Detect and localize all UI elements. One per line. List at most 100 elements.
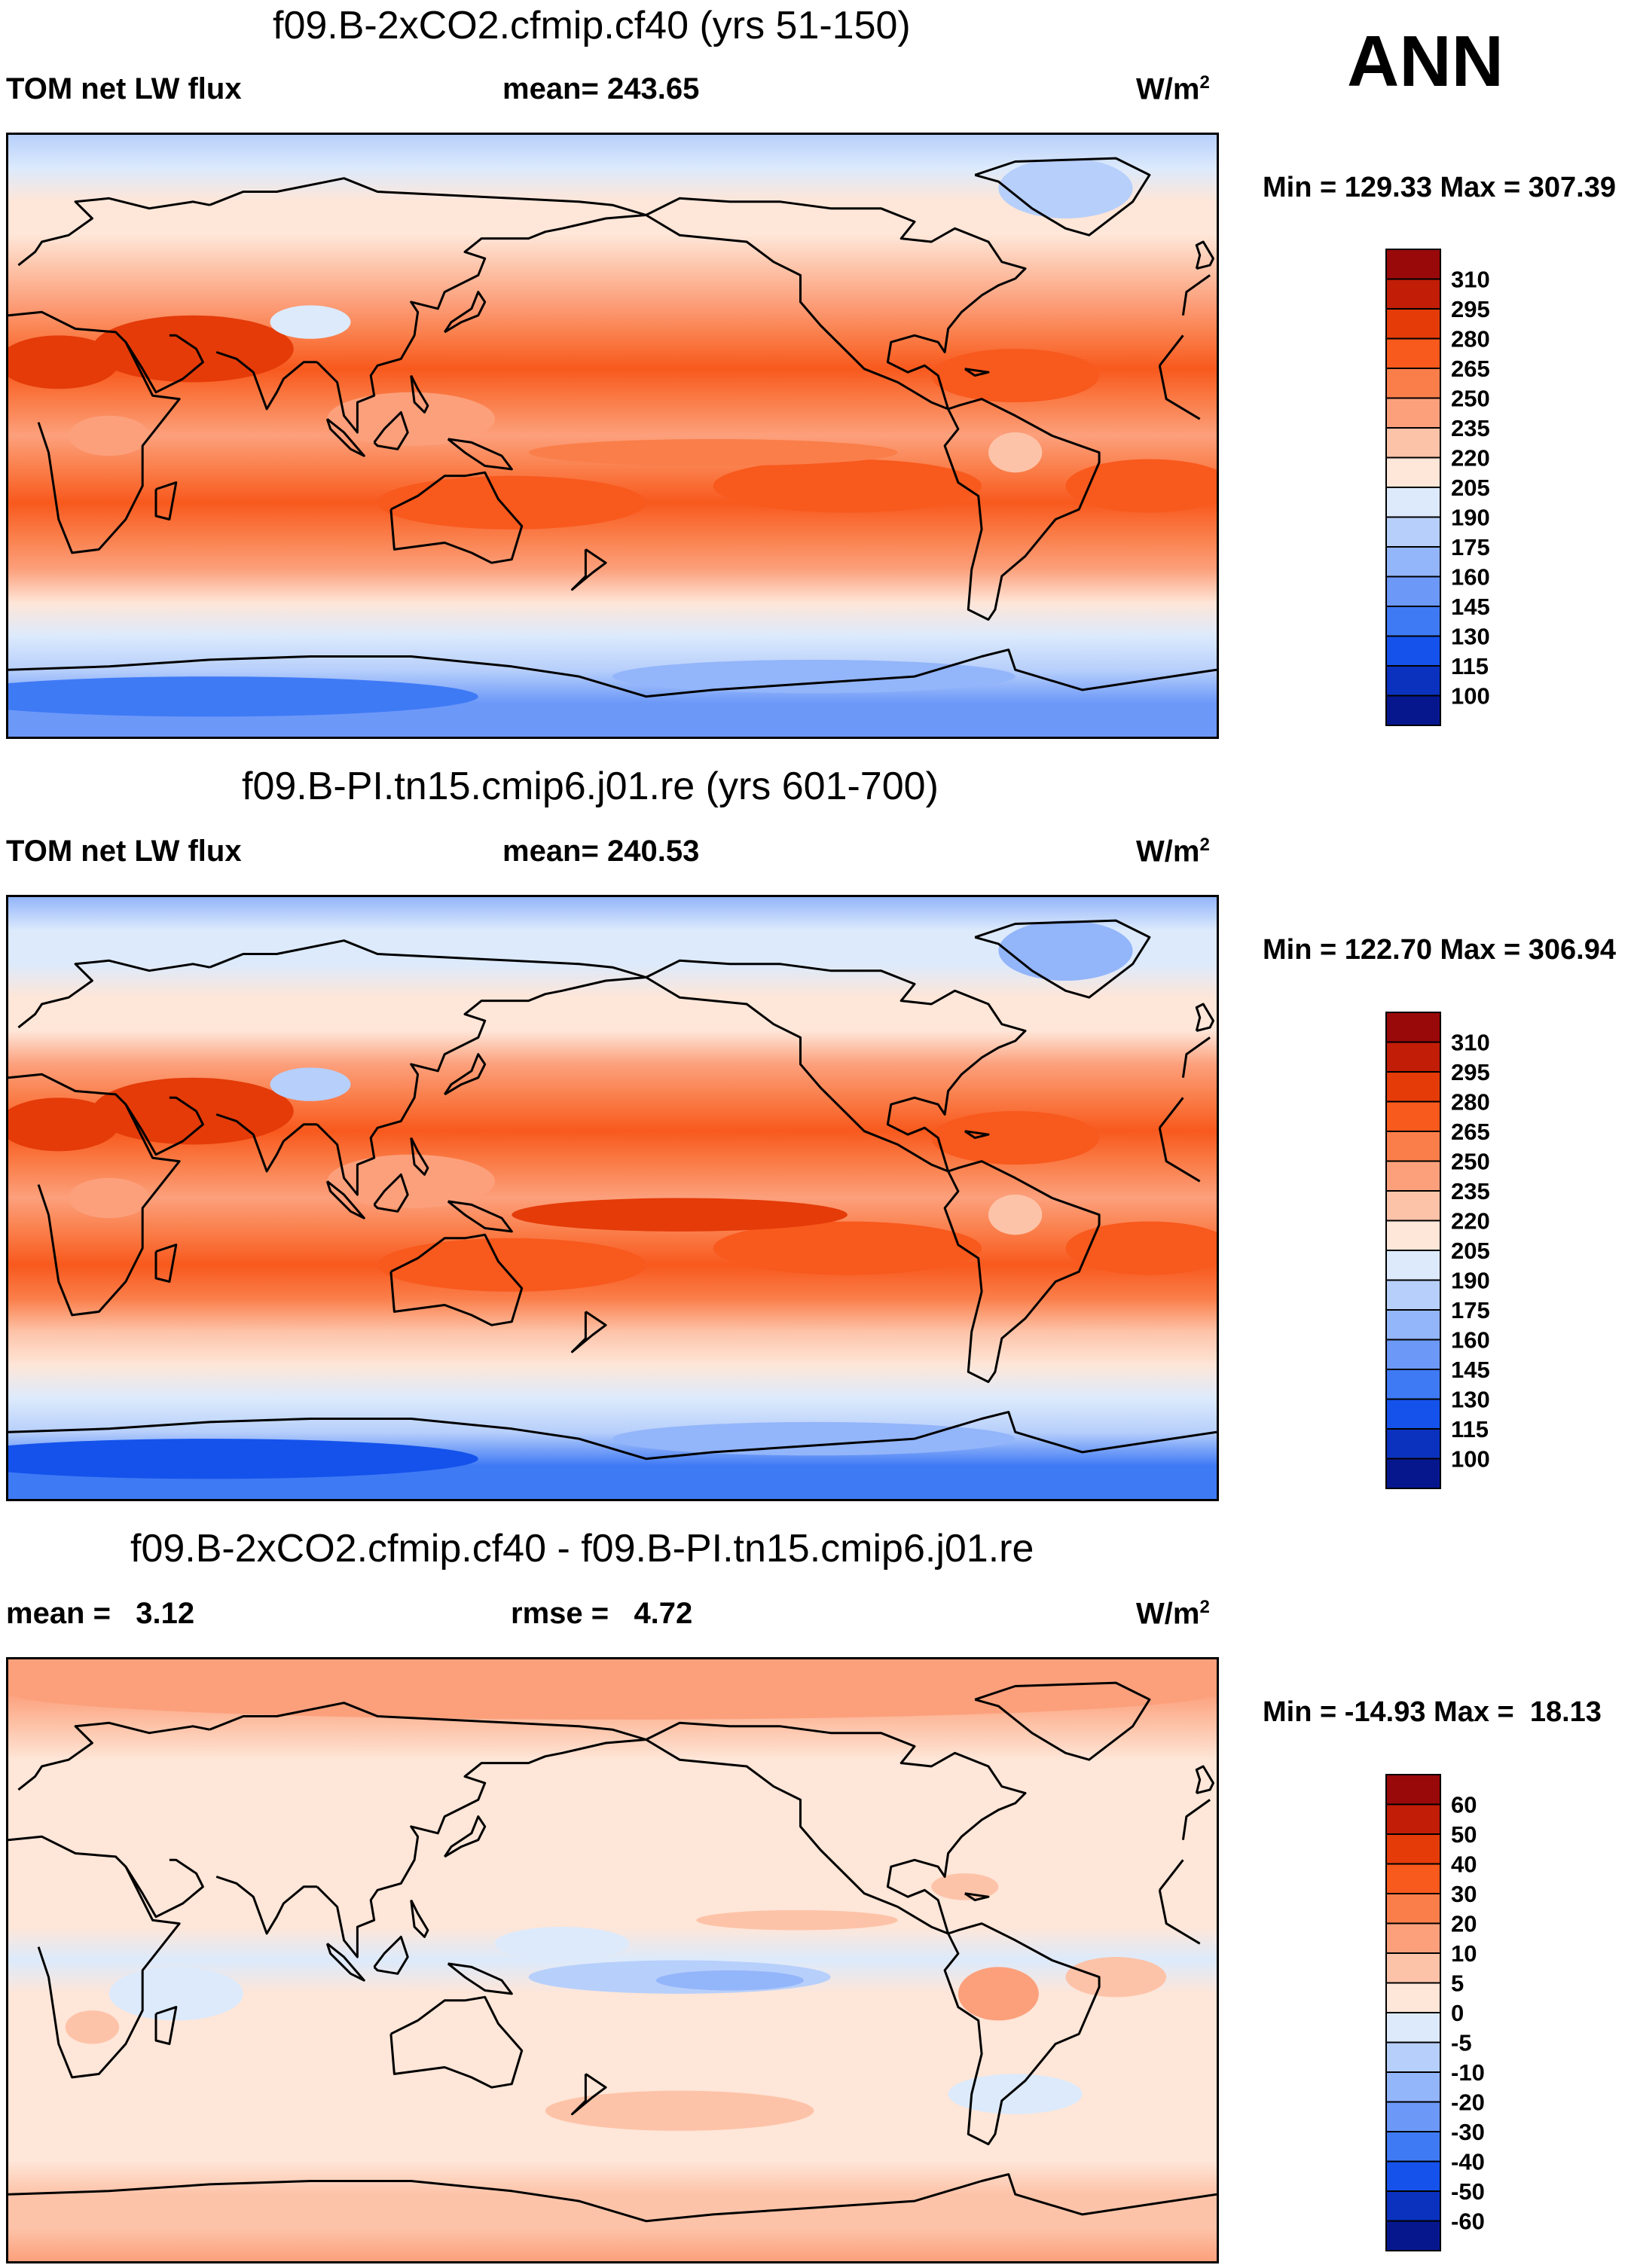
colorbar-box-4 (1385, 1100, 1441, 1132)
field-feature-7 (65, 2010, 120, 2044)
field-feature-6 (512, 1198, 848, 1232)
colorbar-box-10 (1385, 2041, 1441, 2073)
coastline-samerica (943, 398, 1101, 621)
panel-1-map (6, 133, 1219, 739)
colorbar-tick-label: 220 (1451, 445, 1490, 472)
field-feature-11 (948, 2074, 1083, 2114)
coastline-seasia (316, 976, 646, 1196)
panel-1-mean-label: mean= 243.65 (502, 72, 700, 105)
field-feature-2 (8, 1097, 120, 1152)
panel-2-coastlines (8, 919, 1217, 1461)
colorbar-tick-label: 310 (1451, 1030, 1490, 1056)
coastline-india (215, 1876, 317, 1935)
field-feature-13 (612, 659, 1016, 694)
coastline-greenland (974, 157, 1151, 237)
colorbar-box-9 (1385, 487, 1441, 518)
coastline-namerica (645, 959, 1027, 1173)
coastline-australia (389, 471, 524, 564)
coastline-borneo (373, 411, 409, 450)
panel-1-zonal-field (8, 135, 1217, 737)
panel-2-zonal-field (8, 897, 1217, 1499)
field-feature-7 (528, 438, 898, 466)
panel-3-zonal-field (8, 1659, 1217, 2261)
field-feature-8 (931, 1873, 999, 1900)
colorbar-tick-label: 0 (1451, 2000, 1464, 2026)
coastline-nz (571, 2073, 607, 2116)
field-feature-14 (8, 1439, 478, 1479)
colorbar-box-9 (1385, 1250, 1441, 1281)
coastline-nz (571, 548, 607, 591)
coastline-india (215, 1113, 317, 1173)
colorbar-box-2 (1385, 1803, 1441, 1835)
colorbar-tick-label: 220 (1451, 1208, 1490, 1235)
colorbar-box-8 (1385, 1219, 1441, 1251)
panel-2-mean-label: mean= 240.53 (502, 835, 700, 868)
colorbar-tick-label: 295 (1451, 1059, 1490, 1085)
field-feature-5 (713, 1221, 982, 1275)
colorbar-tick-label: 265 (1451, 1119, 1490, 1145)
coastline-australia (389, 1995, 524, 2089)
colorbar-box-3 (1385, 308, 1441, 340)
colorbar-box-14 (1385, 635, 1441, 667)
colorbar-tick-label: 20 (1451, 1911, 1477, 1937)
colorbar-box-11 (1385, 2071, 1441, 2103)
colorbar-tick-label: 250 (1451, 386, 1490, 412)
coastline-samerica (943, 1160, 1101, 1384)
colorbar-box-1 (1385, 249, 1441, 280)
coastline-japan (443, 1053, 487, 1096)
colorbar-box-11 (1385, 1309, 1441, 1341)
panel-1-coastlines (8, 157, 1217, 698)
field-feature-2 (8, 335, 120, 389)
colorbar-tick-label: 160 (1451, 1327, 1490, 1354)
colorbar-box-12 (1385, 2101, 1441, 2132)
coastline-uk (1195, 1765, 1214, 1795)
colorbar-box-15 (1385, 1428, 1441, 1460)
panel-2-minmax: Min = 122.70 Max = 306.94 (1263, 934, 1616, 966)
colorbar-tick-label: -30 (1451, 2119, 1485, 2145)
colorbar-tick-label: 175 (1451, 534, 1490, 560)
colorbar-box-4 (1385, 337, 1441, 369)
colorbar-tick-label: 160 (1451, 564, 1490, 591)
coastline-africa (8, 1835, 1201, 2079)
colorbar-tick-label: 310 (1451, 267, 1490, 293)
colorbar-box-8 (1385, 1982, 1441, 2013)
colorbar-tick-label: -20 (1451, 2089, 1485, 2116)
colorbar-box-11 (1385, 546, 1441, 578)
coastline-borneo (373, 1935, 409, 1975)
field-feature-10 (8, 1665, 1217, 1720)
colorbar-box-16 (1385, 1458, 1441, 1489)
coastline-philippines (410, 374, 429, 414)
colorbar-box-6 (1385, 397, 1441, 429)
colorbar-box-3 (1385, 1833, 1441, 1865)
colorbar-box-12 (1385, 575, 1441, 607)
field-feature-12 (69, 415, 150, 456)
field-feature-9 (696, 1909, 898, 1931)
panel-1-title: f09.B-2xCO2.cfmip.cf40 (yrs 51-150) (273, 4, 911, 47)
field-feature-12 (545, 2090, 814, 2131)
panel-3-mean-label: mean = 3.12 (6, 1597, 195, 1630)
colorbar-tick-label: -10 (1451, 2059, 1485, 2086)
coastline-uk (1195, 1003, 1214, 1033)
colorbar-box-15 (1385, 2190, 1441, 2222)
field-feature-11 (327, 1154, 496, 1208)
colorbar-tick-label: 250 (1451, 1149, 1490, 1175)
coastline-seasia (316, 1738, 646, 1958)
units-exp: 2 (1199, 72, 1210, 93)
field-feature-1 (92, 315, 294, 383)
colorbar-box-6 (1385, 1922, 1441, 1954)
units-base: W/m (1136, 1597, 1200, 1631)
field-feature-2 (655, 1970, 804, 1991)
colorbar-box-7 (1385, 1190, 1441, 1222)
field-feature-8 (931, 349, 1100, 403)
colorbar-tick-label: 205 (1451, 475, 1490, 501)
colorbar-tick-label: -40 (1451, 2149, 1485, 2175)
colorbar-tick-label: 40 (1451, 1851, 1477, 1878)
colorbar-tick-label: 115 (1451, 653, 1489, 679)
field-feature-9 (988, 432, 1043, 473)
colorbar-box-14 (1385, 2160, 1441, 2192)
colorbar-box-13 (1385, 606, 1441, 637)
colorbar-tick-label: 145 (1451, 594, 1490, 620)
field-feature-6 (1065, 459, 1217, 513)
colorbar-box-13 (1385, 1369, 1441, 1400)
coastline-borneo (373, 1173, 409, 1213)
